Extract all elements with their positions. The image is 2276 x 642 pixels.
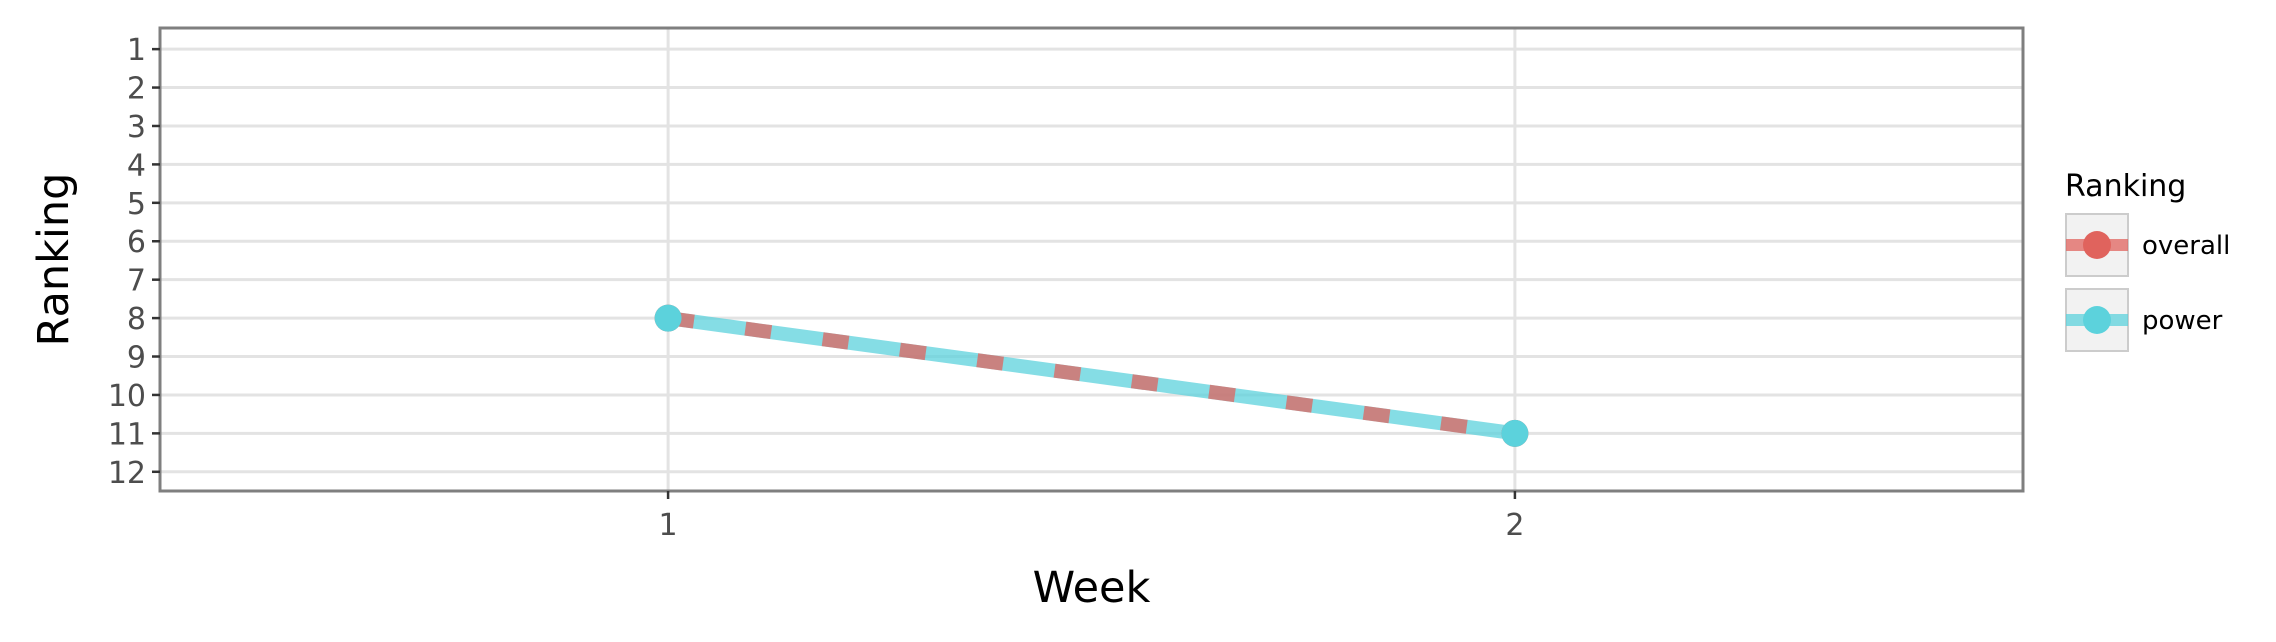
y-tick-label: 2 xyxy=(127,72,146,107)
grid-lines xyxy=(160,28,2023,491)
y-tick-label: 1 xyxy=(127,33,146,68)
y-tick-label: 7 xyxy=(127,264,146,299)
legend-key-point xyxy=(2083,306,2111,334)
plot-panel-border xyxy=(158,26,2025,493)
legend-item-power: power xyxy=(2065,288,2223,352)
y-tick-label: 8 xyxy=(127,302,146,337)
y-axis-title: Ranking xyxy=(29,173,79,347)
series-line-overall xyxy=(667,311,1516,441)
legend-item-overall: overall xyxy=(2065,213,2230,277)
legend-label: power xyxy=(2142,306,2223,336)
y-tick-label: 12 xyxy=(108,456,146,491)
legend-key-point xyxy=(2083,231,2111,259)
series-point-power xyxy=(654,304,682,332)
y-tick-label: 3 xyxy=(127,110,146,145)
y-tick-label: 5 xyxy=(127,187,146,222)
y-tick-label: 10 xyxy=(108,379,146,414)
legend-label: overall xyxy=(2142,231,2230,261)
series-layer xyxy=(654,304,1529,447)
x-tick-label: 2 xyxy=(1505,508,1524,543)
legend-title: Ranking xyxy=(2065,169,2186,204)
y-tick-label: 6 xyxy=(127,225,146,260)
x-axis-title: Week xyxy=(1033,563,1151,613)
x-tick-label: 1 xyxy=(659,508,678,543)
y-tick-label: 4 xyxy=(127,148,146,183)
legend: Ranking overall power xyxy=(2065,169,2230,352)
y-tick-label: 9 xyxy=(127,341,146,376)
y-tick-label: 11 xyxy=(108,417,146,452)
series-point-power xyxy=(1501,419,1529,447)
